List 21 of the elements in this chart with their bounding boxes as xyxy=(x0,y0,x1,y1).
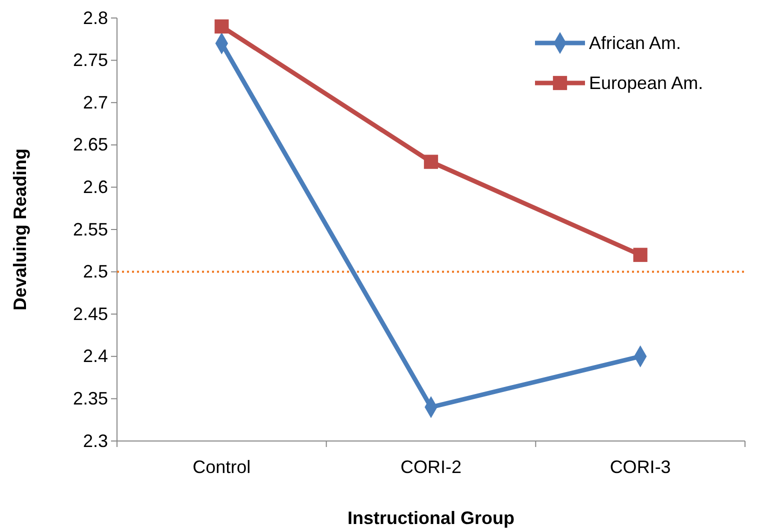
y-tick-label: 2.65 xyxy=(72,134,108,155)
y-tick-label: 2.55 xyxy=(72,219,108,240)
y-tick-label: 2.8 xyxy=(82,8,108,28)
x-tick-label: CORI-2 xyxy=(400,457,462,477)
point xyxy=(424,154,438,169)
legend-label: African Am. xyxy=(589,33,682,53)
y-tick-label: 2.6 xyxy=(82,176,108,197)
y-axis-title: Devaluing Reading xyxy=(10,148,30,311)
y-tick-label: 2.4 xyxy=(82,346,108,366)
y-tick-label: 2.5 xyxy=(82,262,108,282)
x-tick-label: Control xyxy=(192,457,251,477)
point xyxy=(214,19,229,34)
y-tick-label: 2.45 xyxy=(72,304,108,324)
legend-label: European Am. xyxy=(589,73,704,93)
x-tick-label: CORI-3 xyxy=(610,457,671,477)
y-tick-label: 2.75 xyxy=(72,50,108,70)
point xyxy=(633,248,648,262)
x-axis-title: Instructional Group xyxy=(347,508,515,528)
y-tick-label: 2.35 xyxy=(72,388,108,408)
y-tick-label: 2.7 xyxy=(82,92,108,112)
y-tick-label: 2.3 xyxy=(82,430,108,451)
